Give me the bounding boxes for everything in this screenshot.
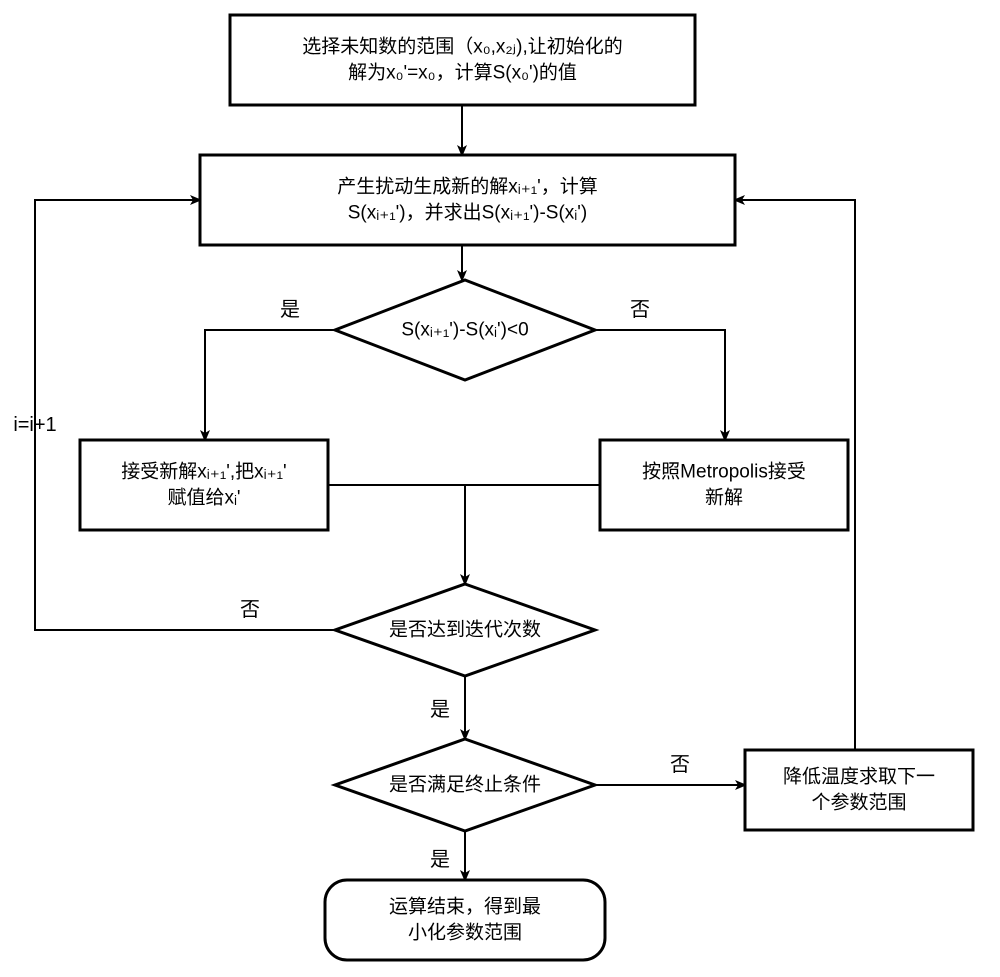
node-n3: 接受新解xᵢ₊₁',把xᵢ₊₁' 赋值给xᵢ' xyxy=(80,440,328,530)
nodes: 选择未知数的范围（x₀,x₂ⱼ),让初始化的解为x₀'=x₀，计算S(x₀')的… xyxy=(80,15,973,960)
flowchart-canvas: 是否否i=i+1是否是选择未知数的范围（x₀,x₂ⱼ),让初始化的解为x₀'=x… xyxy=(0,0,1000,977)
svg-text:新解: 新解 xyxy=(705,486,743,508)
node-n6: 运算结束，得到最小化参数范围 xyxy=(325,880,605,960)
svg-text:是否满足终止条件: 是否满足终止条件 xyxy=(389,774,541,796)
node-d2: 是否达到迭代次数 xyxy=(335,584,595,676)
edge xyxy=(35,200,335,630)
svg-text:按照Metropolis接受: 按照Metropolis接受 xyxy=(642,461,806,483)
svg-text:是否达到迭代次数: 是否达到迭代次数 xyxy=(389,619,541,641)
svg-text:赋值给xᵢ': 赋值给xᵢ' xyxy=(167,486,240,508)
svg-text:降低温度求取下一: 降低温度求取下一 xyxy=(783,766,935,788)
svg-text:运算结束，得到最: 运算结束，得到最 xyxy=(389,896,541,918)
node-n2: 产生扰动生成新的解xᵢ₊₁'，计算 S(xᵢ₊₁')，并求出S(xᵢ₊₁')-S(… xyxy=(200,155,735,245)
svg-text:S(xᵢ₊₁')-S(xᵢ')<0: S(xᵢ₊₁')-S(xᵢ')<0 xyxy=(401,320,528,341)
svg-text:产生扰动生成新的解xᵢ₊₁'，计算: 产生扰动生成新的解xᵢ₊₁'，计算 xyxy=(337,176,598,198)
node-n4: 按照Metropolis接受新解 xyxy=(600,440,848,530)
svg-text:解为x₀'=x₀，计算S(x₀')的值: 解为x₀'=x₀，计算S(x₀')的值 xyxy=(348,61,577,83)
svg-text:S(xᵢ₊₁')，并求出S(xᵢ₊₁')-S(xᵢ'): S(xᵢ₊₁')，并求出S(xᵢ₊₁')-S(xᵢ') xyxy=(348,201,588,223)
edge-label: i=i+1 xyxy=(13,414,56,436)
node-n1: 选择未知数的范围（x₀,x₂ⱼ),让初始化的解为x₀'=x₀，计算S(x₀')的… xyxy=(230,15,695,105)
svg-text:接受新解xᵢ₊₁',把xᵢ₊₁': 接受新解xᵢ₊₁',把xᵢ₊₁' xyxy=(121,461,286,483)
node-n5: 降低温度求取下一个参数范围 xyxy=(745,750,973,830)
node-d1: S(xᵢ₊₁')-S(xᵢ')<0 xyxy=(335,280,595,380)
svg-text:选择未知数的范围（x₀,x₂ⱼ),让初始化的: 选择未知数的范围（x₀,x₂ⱼ),让初始化的 xyxy=(302,36,622,58)
edge xyxy=(205,330,335,440)
svg-text:个参数范围: 个参数范围 xyxy=(811,791,906,813)
edge xyxy=(595,330,725,440)
node-d3: 是否满足终止条件 xyxy=(335,739,595,831)
edge-label: 是 xyxy=(430,699,450,721)
edge-label: 是 xyxy=(430,849,450,871)
svg-text:小化参数范围: 小化参数范围 xyxy=(408,921,522,943)
edge-label: 是 xyxy=(280,299,300,321)
edge xyxy=(328,485,465,584)
edge-label: 否 xyxy=(240,599,260,621)
edge-label: 否 xyxy=(630,299,650,321)
edge-label: 否 xyxy=(670,754,690,776)
